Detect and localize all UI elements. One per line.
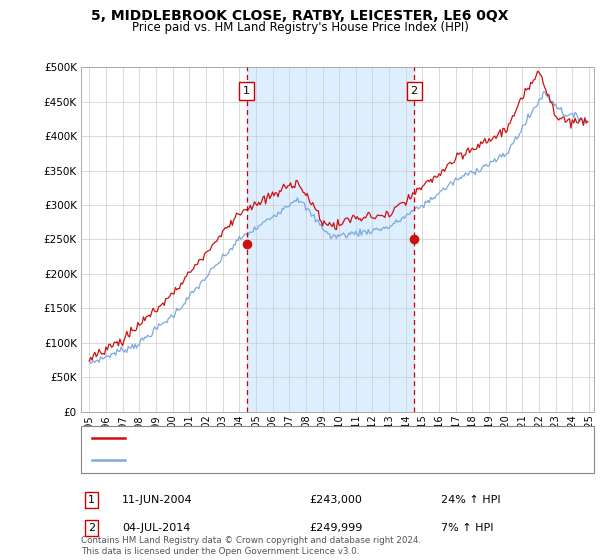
Text: £249,999: £249,999 (309, 523, 362, 533)
Text: 24% ↑ HPI: 24% ↑ HPI (441, 495, 500, 505)
Bar (247, 67, 414, 412)
Text: 2: 2 (88, 523, 95, 533)
Text: Price paid vs. HM Land Registry's House Price Index (HPI): Price paid vs. HM Land Registry's House … (131, 21, 469, 34)
Text: HPI: Average price, detached house, Hinckley and Bosworth: HPI: Average price, detached house, Hinc… (132, 455, 431, 465)
Text: 11-JUN-2004: 11-JUN-2004 (122, 495, 193, 505)
Text: 2: 2 (410, 86, 418, 96)
Text: £243,000: £243,000 (309, 495, 362, 505)
Text: 04-JUL-2014: 04-JUL-2014 (122, 523, 190, 533)
Text: 5, MIDDLEBROOK CLOSE, RATBY, LEICESTER, LE6 0QX: 5, MIDDLEBROOK CLOSE, RATBY, LEICESTER, … (91, 9, 509, 23)
Text: 5, MIDDLEBROOK CLOSE, RATBY, LEICESTER, LE6 0QX (detached house): 5, MIDDLEBROOK CLOSE, RATBY, LEICESTER, … (132, 433, 491, 444)
Text: Contains HM Land Registry data © Crown copyright and database right 2024.
This d: Contains HM Land Registry data © Crown c… (81, 536, 421, 556)
Text: 1: 1 (243, 86, 250, 96)
Text: 7% ↑ HPI: 7% ↑ HPI (441, 523, 493, 533)
Text: 1: 1 (88, 495, 95, 505)
